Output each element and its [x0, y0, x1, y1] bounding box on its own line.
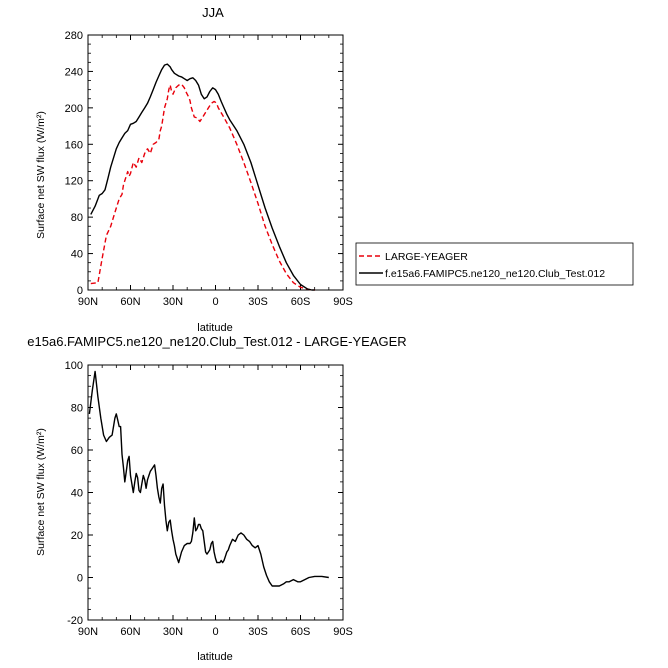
top-ytick-label: 280: [65, 30, 83, 42]
top-ytick-label: 0: [77, 285, 83, 297]
top-series-line-1: [90, 63, 315, 291]
top-chart-title: JJA: [202, 5, 224, 20]
bottom-xtick-label: 90S: [333, 626, 353, 638]
legend-label-test: f.e15a6.FAMIPC5.ne120_ne120.Club_Test.01…: [385, 268, 605, 280]
bottom-ytick-label: 60: [71, 445, 83, 457]
bottom-x-axis-label: latitude: [197, 651, 232, 663]
legend: LARGE-YEAGER f.e15a6.FAMIPC5.ne120_ne120…: [355, 242, 634, 286]
bottom-ytick-label: -20: [67, 615, 83, 627]
top-panel: JJA 0 40 80 120 160 200 240 280 90N 60N 30N 0 30S 60…: [35, 5, 353, 334]
top-plot-frame: [87, 34, 344, 291]
bottom-xtick-label: 90N: [78, 626, 98, 638]
top-y-axis-label: Surface net SW flux (W/m²): [35, 111, 47, 239]
bottom-plot-frame: [87, 364, 344, 621]
bottom-y-axis-label: Surface net SW flux (W/m²): [35, 428, 47, 556]
legend-box: [355, 242, 634, 286]
top-x-axis-label: latitude: [197, 322, 232, 334]
bottom-ytick-label: 20: [71, 530, 83, 542]
bottom-xtick-label: 60S: [291, 626, 311, 638]
top-xtick-label: 90S: [333, 296, 353, 308]
top-xtick-label: 0: [212, 296, 218, 308]
top-ytick-label: 160: [65, 139, 83, 151]
bottom-ytick-label: 0: [77, 573, 83, 585]
bottom-xtick-label: 30N: [163, 626, 183, 638]
top-ytick-label: 40: [71, 249, 83, 261]
top-xtick-label: 60S: [291, 296, 311, 308]
top-xtick-label: 30S: [248, 296, 268, 308]
legend-label-large-yeager: LARGE-YEAGER: [385, 251, 468, 263]
bottom-panel: e15a6.FAMIPC5.ne120_ne120.Club_Test.012 …: [27, 334, 406, 663]
top-series-line-0: [90, 83, 315, 291]
bottom-ytick-label: 80: [71, 403, 83, 415]
top-ytick-label: 80: [71, 212, 83, 224]
bottom-series-line-0: [88, 370, 329, 587]
top-ytick-label: 240: [65, 66, 83, 78]
top-xtick-label: 90N: [78, 296, 98, 308]
top-ytick-label: 120: [65, 176, 83, 188]
bottom-chart-title: e15a6.FAMIPC5.ne120_ne120.Club_Test.012 …: [27, 334, 406, 349]
top-xtick-label: 30N: [163, 296, 183, 308]
top-ytick-label: 200: [65, 103, 83, 115]
bottom-xtick-label: 60N: [120, 626, 140, 638]
bottom-ytick-label: 100: [65, 360, 83, 372]
top-xtick-label: 60N: [120, 296, 140, 308]
bottom-xtick-label: 0: [212, 626, 218, 638]
bottom-ytick-label: 40: [71, 488, 83, 500]
bottom-xtick-label: 30S: [248, 626, 268, 638]
